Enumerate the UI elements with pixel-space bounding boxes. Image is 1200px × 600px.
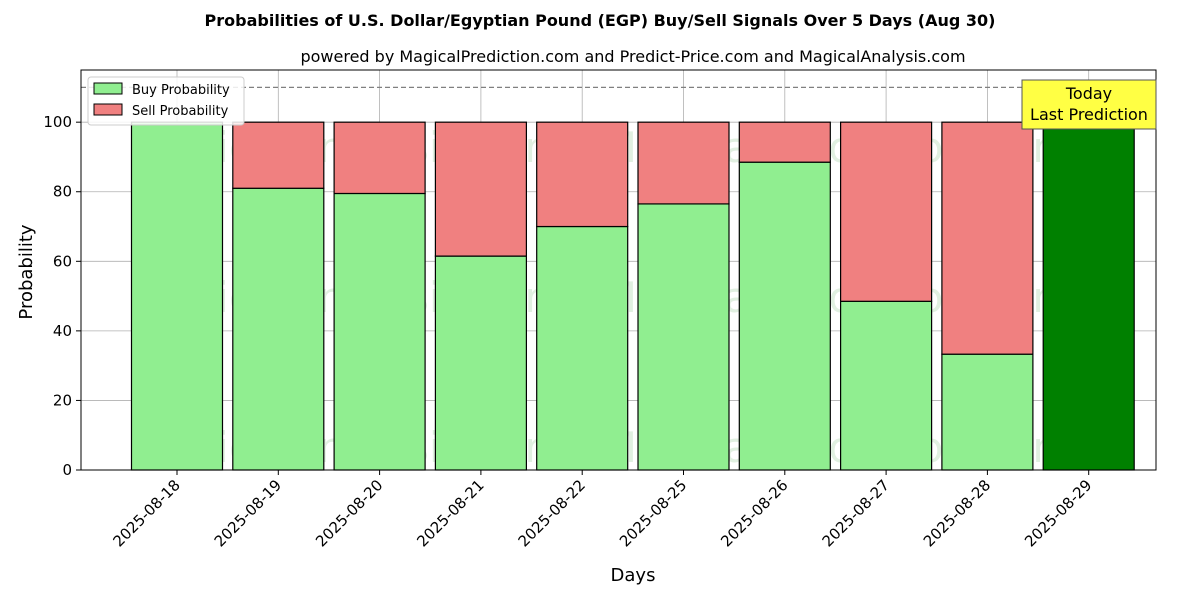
annotation-line-2: Last Prediction (1030, 105, 1148, 124)
y-axis-label: Probability (16, 224, 37, 319)
bar-buy (536, 225, 629, 471)
bar-buy (333, 192, 426, 471)
annotation-box (1021, 79, 1157, 130)
x-tick-label: 2025-08-22 (515, 476, 589, 550)
bar-buy (1042, 121, 1135, 471)
legend-swatch-sell (93, 103, 123, 116)
bar-sell (232, 121, 325, 189)
y-axis-ticks: 0 20 40 60 80 100 (43, 113, 81, 479)
bar-sell (434, 121, 527, 257)
x-tick-label: 2025-08-21 (413, 476, 487, 550)
x-axis-ticks: 2025-08-18 2025-08-19 2025-08-20 2025-08-21… (109, 470, 1096, 550)
x-axis-label: Days (611, 565, 656, 586)
x-tick-label: 2025-08-26 (717, 476, 791, 550)
y-tick-label: 100 (43, 113, 72, 131)
legend-label-buy: Buy Probability (132, 83, 230, 98)
y-tick-label: 20 (53, 391, 72, 409)
plot-frame (80, 69, 1157, 471)
bar-buy (941, 353, 1034, 471)
bar-sell (536, 121, 629, 228)
today-annotation: Today Last Prediction (1021, 79, 1157, 130)
chart-subtitle: powered by MagicalPrediction.com and Pre… (300, 47, 965, 66)
bar-sell (333, 121, 426, 195)
bar-buy (434, 255, 527, 471)
x-tick-label: 2025-08-19 (211, 476, 285, 550)
bar-buy (839, 300, 933, 471)
bar-sell (839, 121, 933, 302)
chart-title: Probabilities of U.S. Dollar/Egyptian Po… (205, 11, 996, 30)
y-tick-label: 60 (53, 252, 72, 270)
bar-sell (637, 121, 730, 205)
annotation-line-1: Today (1065, 84, 1112, 103)
legend: Buy Probability Sell Probability (87, 76, 245, 126)
bars (130, 121, 1135, 471)
bar-sell (738, 121, 831, 163)
bar-buy (738, 161, 831, 471)
bar-buy (130, 121, 224, 471)
y-tick-label: 40 (53, 322, 72, 340)
y-tick-label: 0 (62, 461, 72, 479)
legend-swatch-buy (93, 82, 123, 95)
bar-sell (941, 121, 1034, 355)
bar-buy (232, 187, 325, 471)
x-tick-label: 2025-08-28 (920, 476, 994, 550)
legend-box (87, 76, 245, 126)
x-tick-label: 2025-08-20 (312, 476, 386, 550)
x-tick-label: 2025-08-25 (616, 476, 690, 550)
legend-label-sell: Sell Probability (132, 104, 229, 119)
y-tick-label: 80 (53, 183, 72, 201)
bar-buy (637, 203, 730, 471)
x-tick-label: 2025-08-18 (109, 476, 183, 550)
x-tick-label: 2025-08-29 (1021, 476, 1095, 550)
x-tick-label: 2025-08-27 (819, 476, 893, 550)
